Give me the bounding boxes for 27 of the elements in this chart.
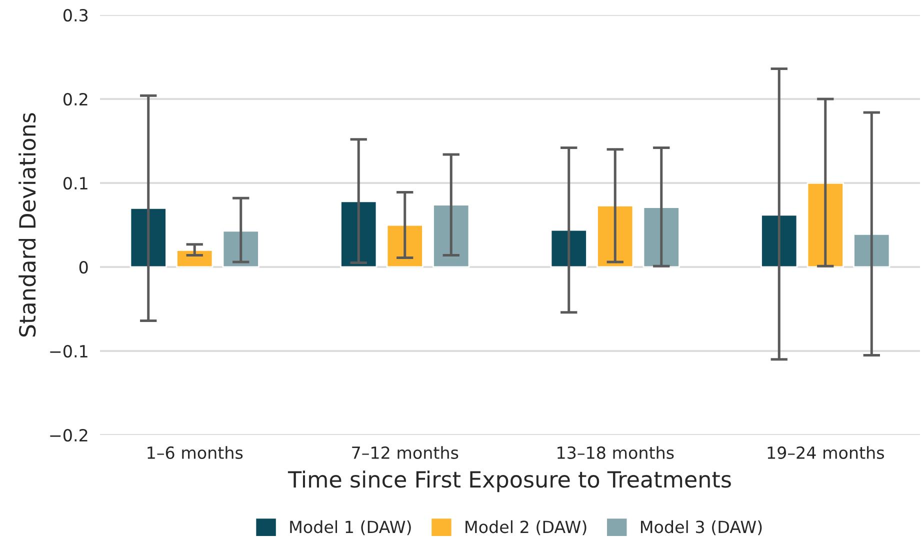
bar bbox=[130, 208, 167, 268]
y-tick-label: 0 bbox=[79, 260, 88, 274]
bar bbox=[760, 214, 798, 268]
y-tick-label: −0.1 bbox=[50, 344, 88, 358]
bar bbox=[386, 224, 424, 268]
y-axis-title: Standard Deviations bbox=[18, 113, 36, 337]
bar bbox=[176, 250, 214, 268]
bar bbox=[642, 206, 680, 268]
x-tick-label: 7–12 months bbox=[352, 446, 458, 460]
bar bbox=[853, 234, 890, 268]
y-tick-label: 0.2 bbox=[63, 92, 88, 106]
bar bbox=[222, 230, 260, 268]
bar bbox=[432, 204, 470, 268]
x-axis-title: Time since First Exposure to Treatments bbox=[288, 470, 731, 492]
x-tick-label: 13–18 months bbox=[558, 446, 674, 460]
y-tick-label: 0.1 bbox=[63, 176, 88, 190]
x-tick-label: 19–24 months bbox=[768, 446, 884, 460]
bar bbox=[550, 229, 588, 268]
bar bbox=[340, 200, 378, 268]
bar bbox=[806, 182, 844, 268]
y-tick-label: 0.3 bbox=[63, 8, 88, 22]
y-tick-label: −0.2 bbox=[50, 428, 88, 442]
legend-label: Model 1 (DAW) bbox=[290, 520, 411, 536]
legend-label: Model 2 (DAW) bbox=[466, 520, 586, 536]
x-tick-label: 1–6 months bbox=[148, 446, 243, 460]
bar bbox=[596, 204, 634, 268]
legend-label: Model 3 (DAW) bbox=[641, 520, 762, 536]
